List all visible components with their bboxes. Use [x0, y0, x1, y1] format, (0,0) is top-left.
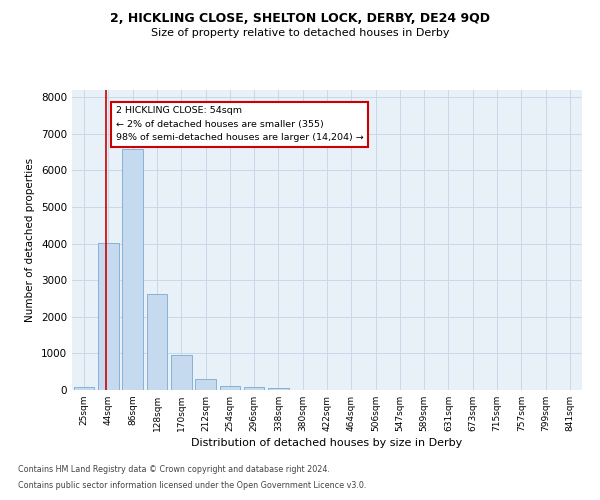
Text: 2 HICKLING CLOSE: 54sqm
← 2% of detached houses are smaller (355)
98% of semi-de: 2 HICKLING CLOSE: 54sqm ← 2% of detached… [116, 106, 364, 142]
Text: Contains public sector information licensed under the Open Government Licence v3: Contains public sector information licen… [18, 480, 367, 490]
Bar [146, 294, 167, 390]
X-axis label: Distribution of detached houses by size in Derby: Distribution of detached houses by size … [191, 438, 463, 448]
Bar [244, 387, 265, 390]
Y-axis label: Number of detached properties: Number of detached properties [25, 158, 35, 322]
Bar [195, 379, 216, 390]
Bar [74, 387, 94, 390]
Bar [122, 150, 143, 390]
Text: Contains HM Land Registry data © Crown copyright and database right 2024.: Contains HM Land Registry data © Crown c… [18, 466, 330, 474]
Bar [268, 388, 289, 390]
Text: Size of property relative to detached houses in Derby: Size of property relative to detached ho… [151, 28, 449, 38]
Text: 2, HICKLING CLOSE, SHELTON LOCK, DERBY, DE24 9QD: 2, HICKLING CLOSE, SHELTON LOCK, DERBY, … [110, 12, 490, 26]
Bar [220, 386, 240, 390]
Bar [171, 355, 191, 390]
Bar [98, 243, 119, 390]
